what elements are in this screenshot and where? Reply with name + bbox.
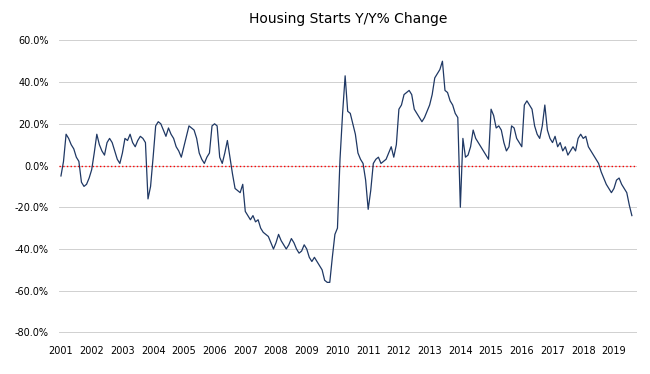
Title: Housing Starts Y/Y% Change: Housing Starts Y/Y% Change: [248, 12, 447, 26]
